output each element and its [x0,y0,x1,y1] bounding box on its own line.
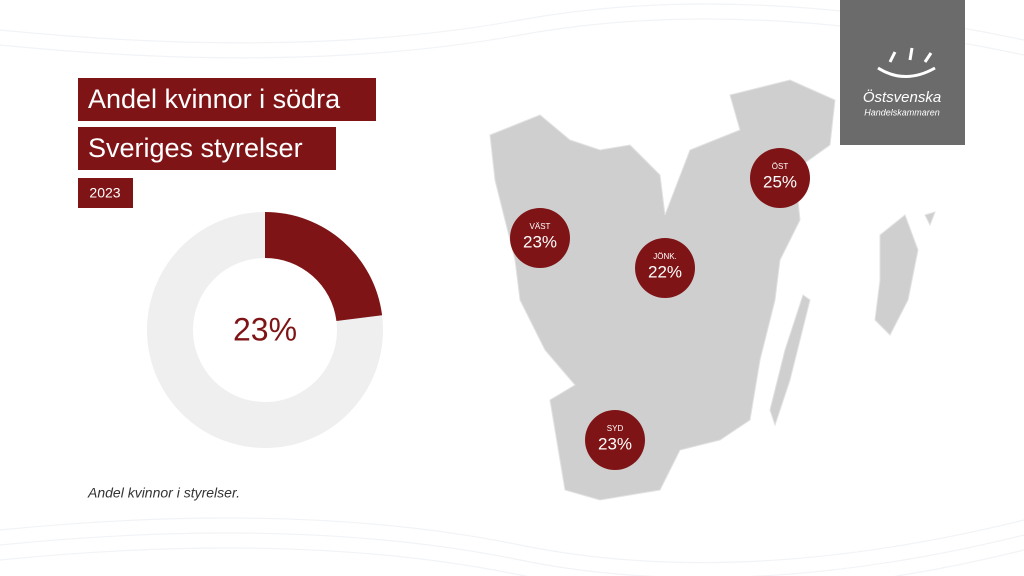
logo-icon [877,47,936,78]
region-value: 22% [648,262,682,281]
title-line: Andel kvinnor i södra [88,84,341,114]
title-box [78,127,336,170]
title-box [78,78,376,121]
region-marker [510,208,570,268]
region-marker [585,410,645,470]
title-line: Sveriges styrelser [88,133,303,163]
region-marker [750,148,810,208]
region-value: 25% [763,172,797,191]
logo-text: Östsvenska [863,88,941,106]
region-name: JÖNK. [653,252,677,261]
region-name: VÄST [530,222,551,231]
region-value: 23% [523,232,557,251]
logo-text: Handelskammaren [864,107,940,117]
footnote: Andel kvinnor i styrelser. [87,485,240,501]
region-marker [635,238,695,298]
year-box [78,178,133,208]
region-value: 23% [598,434,632,453]
region-name: ÖST [772,162,789,171]
donut-center-label: 23% [233,311,297,347]
year: 2023 [89,185,120,201]
donut-segment [265,212,383,321]
region-name: SYD [607,424,624,433]
logo-box [840,0,965,145]
